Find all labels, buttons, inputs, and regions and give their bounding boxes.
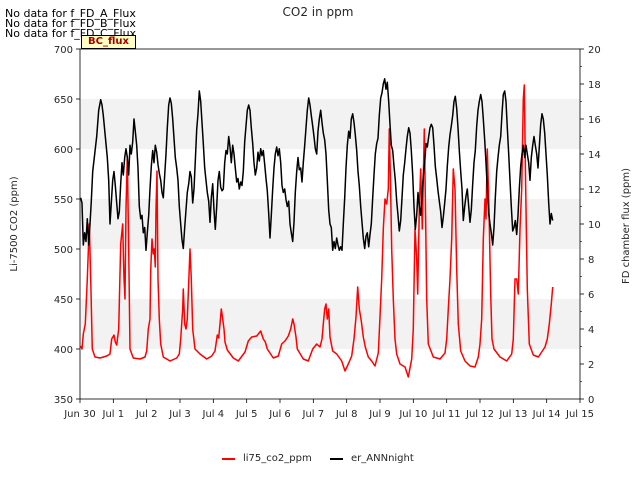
right-tick-label: 10 <box>588 220 601 231</box>
x-tick-label: Jul 8 <box>335 409 358 420</box>
x-tick-label: Jul 10 <box>398 409 427 420</box>
right-tick-label: 20 <box>588 45 601 56</box>
left-tick-label: 650 <box>54 95 73 106</box>
right-tick-label: 4 <box>588 325 594 336</box>
legend-item-li75: li75_co2_ppm <box>222 453 312 464</box>
x-axis: Jun 30 Jul 1 Jul 2 Jul 3 Jul 4 Jul 5 Jul 6 Jul … <box>63 399 594 420</box>
legend-swatch-red <box>222 457 235 460</box>
x-tick-label: Jul 11 <box>432 409 461 420</box>
right-tick-label: 12 <box>588 185 601 196</box>
right-tick-label: 8 <box>588 255 594 266</box>
chart-title: CO2 in ppm <box>283 5 354 19</box>
legend: li75_co2_ppm er_ANNnight <box>0 453 640 469</box>
right-tick-label: 0 <box>588 395 594 406</box>
series-line-li75-co2-ppm <box>80 84 554 378</box>
legend-label-er-annnight: er_ANNnight <box>351 453 414 464</box>
bc-flux-label: BC_flux <box>81 35 136 49</box>
right-tick-label: 14 <box>588 150 601 161</box>
x-tick-label: Jul 5 <box>235 409 258 420</box>
x-tick-label: Jul 15 <box>565 409 594 420</box>
left-tick-label: 400 <box>54 345 73 356</box>
shaded-band-2 <box>80 99 580 149</box>
x-tick-label: Jul 9 <box>368 409 391 420</box>
left-tick-label: 350 <box>54 395 73 406</box>
left-tick-label: 450 <box>54 295 73 306</box>
series-layer <box>79 78 554 378</box>
x-tick-label: Jun 30 <box>63 409 96 420</box>
right-tick-label: 6 <box>588 290 594 301</box>
right-tick-label: 2 <box>588 360 594 371</box>
left-tick-label: 600 <box>54 145 73 156</box>
right-y-axis: 0 2 4 6 8 10 12 14 16 18 20 <box>580 45 601 406</box>
x-tick-label: Jul 6 <box>268 409 291 420</box>
x-tick-label: Jul 4 <box>202 409 225 420</box>
x-tick-label: Jul 13 <box>498 409 527 420</box>
left-tick-label: 500 <box>54 245 73 256</box>
x-tick-label: Jul 1 <box>102 409 125 420</box>
left-axis-label: Li-7500 CO2 (ppm) <box>9 176 20 271</box>
right-tick-label: 18 <box>588 80 601 91</box>
x-tick-label: Jul 3 <box>168 409 191 420</box>
left-tick-label: 700 <box>54 45 73 56</box>
left-tick-label: 550 <box>54 195 73 206</box>
x-tick-label: Jul 12 <box>465 409 494 420</box>
legend-item-er-annnight: er_ANNnight <box>330 453 414 464</box>
x-tick-label: Jul 2 <box>135 409 158 420</box>
legend-swatch-black <box>330 457 343 460</box>
x-tick-label: Jul 7 <box>302 409 325 420</box>
no-data-note-c: No data for f_FD_C_Flux <box>5 27 137 40</box>
legend-label-li75: li75_co2_ppm <box>243 453 312 464</box>
right-axis-label: FD chamber flux (ppm) <box>621 168 632 284</box>
right-tick-label: 16 <box>588 115 601 126</box>
series-line-er-annnight <box>79 78 554 252</box>
no-data-note-b: No data for f_FD_B_Flux <box>5 17 136 30</box>
no-data-note-a: No data for f_FD_A_Flux <box>5 7 136 20</box>
left-y-axis: 350 400 450 500 550 600 650 700 <box>54 45 80 406</box>
x-tick-label: Jul 14 <box>532 409 561 420</box>
